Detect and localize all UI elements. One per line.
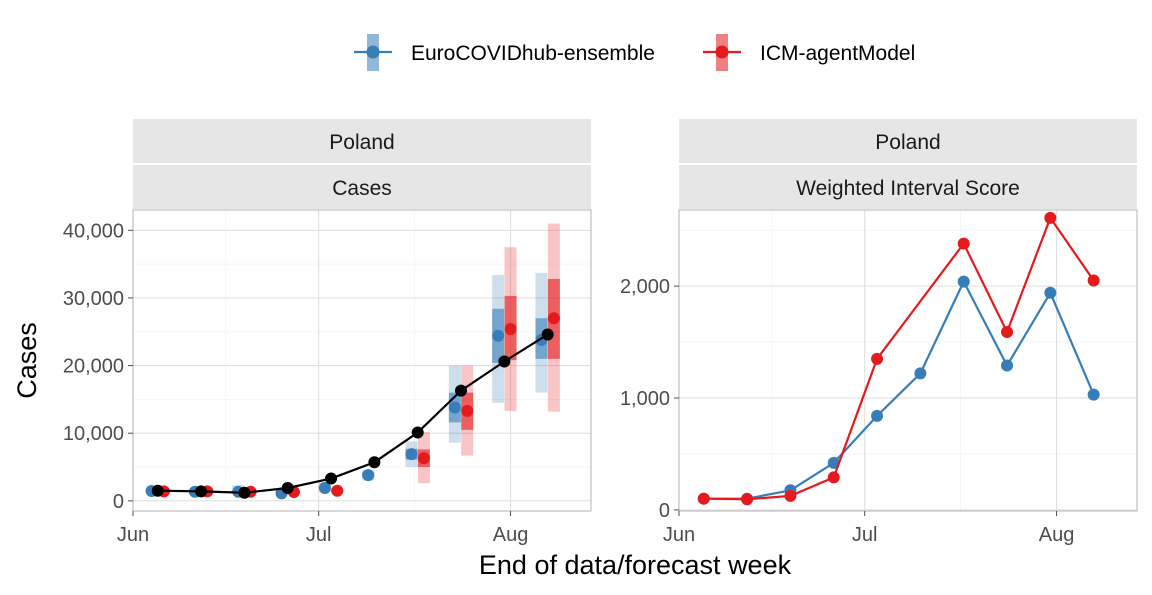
median-point <box>417 452 430 465</box>
score-point <box>1001 325 1014 338</box>
observed-point <box>151 484 164 497</box>
median-point <box>492 329 505 342</box>
x-tick-label: Aug <box>1039 524 1075 546</box>
observed-series <box>151 328 554 499</box>
x-tick-label: Jun <box>663 524 695 546</box>
facet-strip-0 <box>679 119 1137 163</box>
observed-line <box>157 333 549 494</box>
facet-strip-0 <box>133 119 591 163</box>
observed-point <box>281 482 294 495</box>
median-point <box>461 404 474 417</box>
facet-label-0: Poland <box>875 131 940 154</box>
axes: 0 10,000 20,000 30,000 40,000 Jun Jul Aug <box>63 220 529 546</box>
median-point <box>547 312 560 325</box>
y-axis-title: Cases <box>12 322 42 399</box>
cases-panel: Poland Cases 0 10,000 20,000 30,000 40,000 Jun J… <box>12 119 592 546</box>
score-series-ICM-agentModel <box>697 211 1100 506</box>
x-axis-title: End of data/forecast week <box>479 550 792 580</box>
facet-strip-1 <box>679 165 1137 209</box>
observed-point <box>455 384 468 397</box>
y-tick-label: 1,000 <box>620 388 670 410</box>
score-point <box>871 352 884 365</box>
data-layer <box>145 223 560 500</box>
median-point <box>448 401 461 414</box>
score-point <box>1044 286 1057 299</box>
legend-label-1: ICM-agentModel <box>760 42 915 65</box>
score-point <box>1087 388 1100 401</box>
data-layer <box>697 211 1100 506</box>
score-point <box>784 489 797 502</box>
facet-label-0: Poland <box>329 131 394 154</box>
observed-point <box>195 485 208 498</box>
median-point <box>504 323 517 336</box>
y-tick-label: 40,000 <box>63 220 124 242</box>
y-tick-label: 0 <box>113 491 124 513</box>
legend: EuroCOVIDhub-ensemble ICM-agentModel <box>354 34 915 71</box>
legend-point <box>715 45 729 59</box>
x-tick-label: Jul <box>306 524 332 546</box>
median-point <box>318 482 331 495</box>
observed-point <box>498 355 511 368</box>
observed-point <box>368 456 381 469</box>
score-point <box>1001 359 1014 372</box>
score-point <box>957 237 970 250</box>
median-point <box>362 469 375 482</box>
score-line <box>703 215 1095 501</box>
facet-strip-1 <box>133 165 591 209</box>
y-tick-label: 2,000 <box>620 276 670 298</box>
score-point <box>871 409 884 422</box>
observed-point <box>411 426 424 439</box>
score-line <box>703 279 1095 500</box>
y-tick-label: 10,000 <box>63 423 124 445</box>
wis-panel: Poland Weighted Interval Score 0 1,000 2,000… <box>620 119 1138 546</box>
y-tick-label: 30,000 <box>63 288 124 310</box>
median-point <box>331 484 344 497</box>
score-point <box>741 493 754 506</box>
x-tick-label: Jul <box>852 524 878 546</box>
score-series-EuroCOVIDhub-ensemble <box>697 275 1100 505</box>
score-point <box>914 367 927 380</box>
x-tick-label: Aug <box>493 524 529 546</box>
legend-point <box>366 45 380 59</box>
legend-label-0: EuroCOVIDhub-ensemble <box>411 42 655 65</box>
score-point <box>1087 274 1100 287</box>
forecast-series-ICM-agentModel <box>157 223 560 499</box>
facet-label-1: Cases <box>332 177 392 200</box>
legend-key-0 <box>354 34 392 71</box>
facet-label-1: Weighted Interval Score <box>796 177 1020 200</box>
y-tick-label: 20,000 <box>63 356 124 378</box>
panel-border <box>132 209 592 512</box>
grid <box>678 210 1137 511</box>
observed-point <box>541 328 554 341</box>
x-tick-label: Jun <box>117 524 149 546</box>
forecast-series-EuroCOVIDhub-ensemble <box>145 272 548 500</box>
score-point <box>1044 211 1057 224</box>
score-point <box>827 471 840 484</box>
score-point <box>827 456 840 469</box>
legend-key-1 <box>703 34 741 71</box>
observed-point <box>325 472 338 485</box>
observed-point <box>238 486 251 499</box>
median-point <box>405 448 418 461</box>
axes: 0 1,000 2,000 Jun Jul Aug <box>620 276 1074 546</box>
y-tick-label: 0 <box>659 500 670 522</box>
panel-border <box>678 209 1138 512</box>
score-point <box>957 275 970 288</box>
score-point <box>697 492 710 505</box>
